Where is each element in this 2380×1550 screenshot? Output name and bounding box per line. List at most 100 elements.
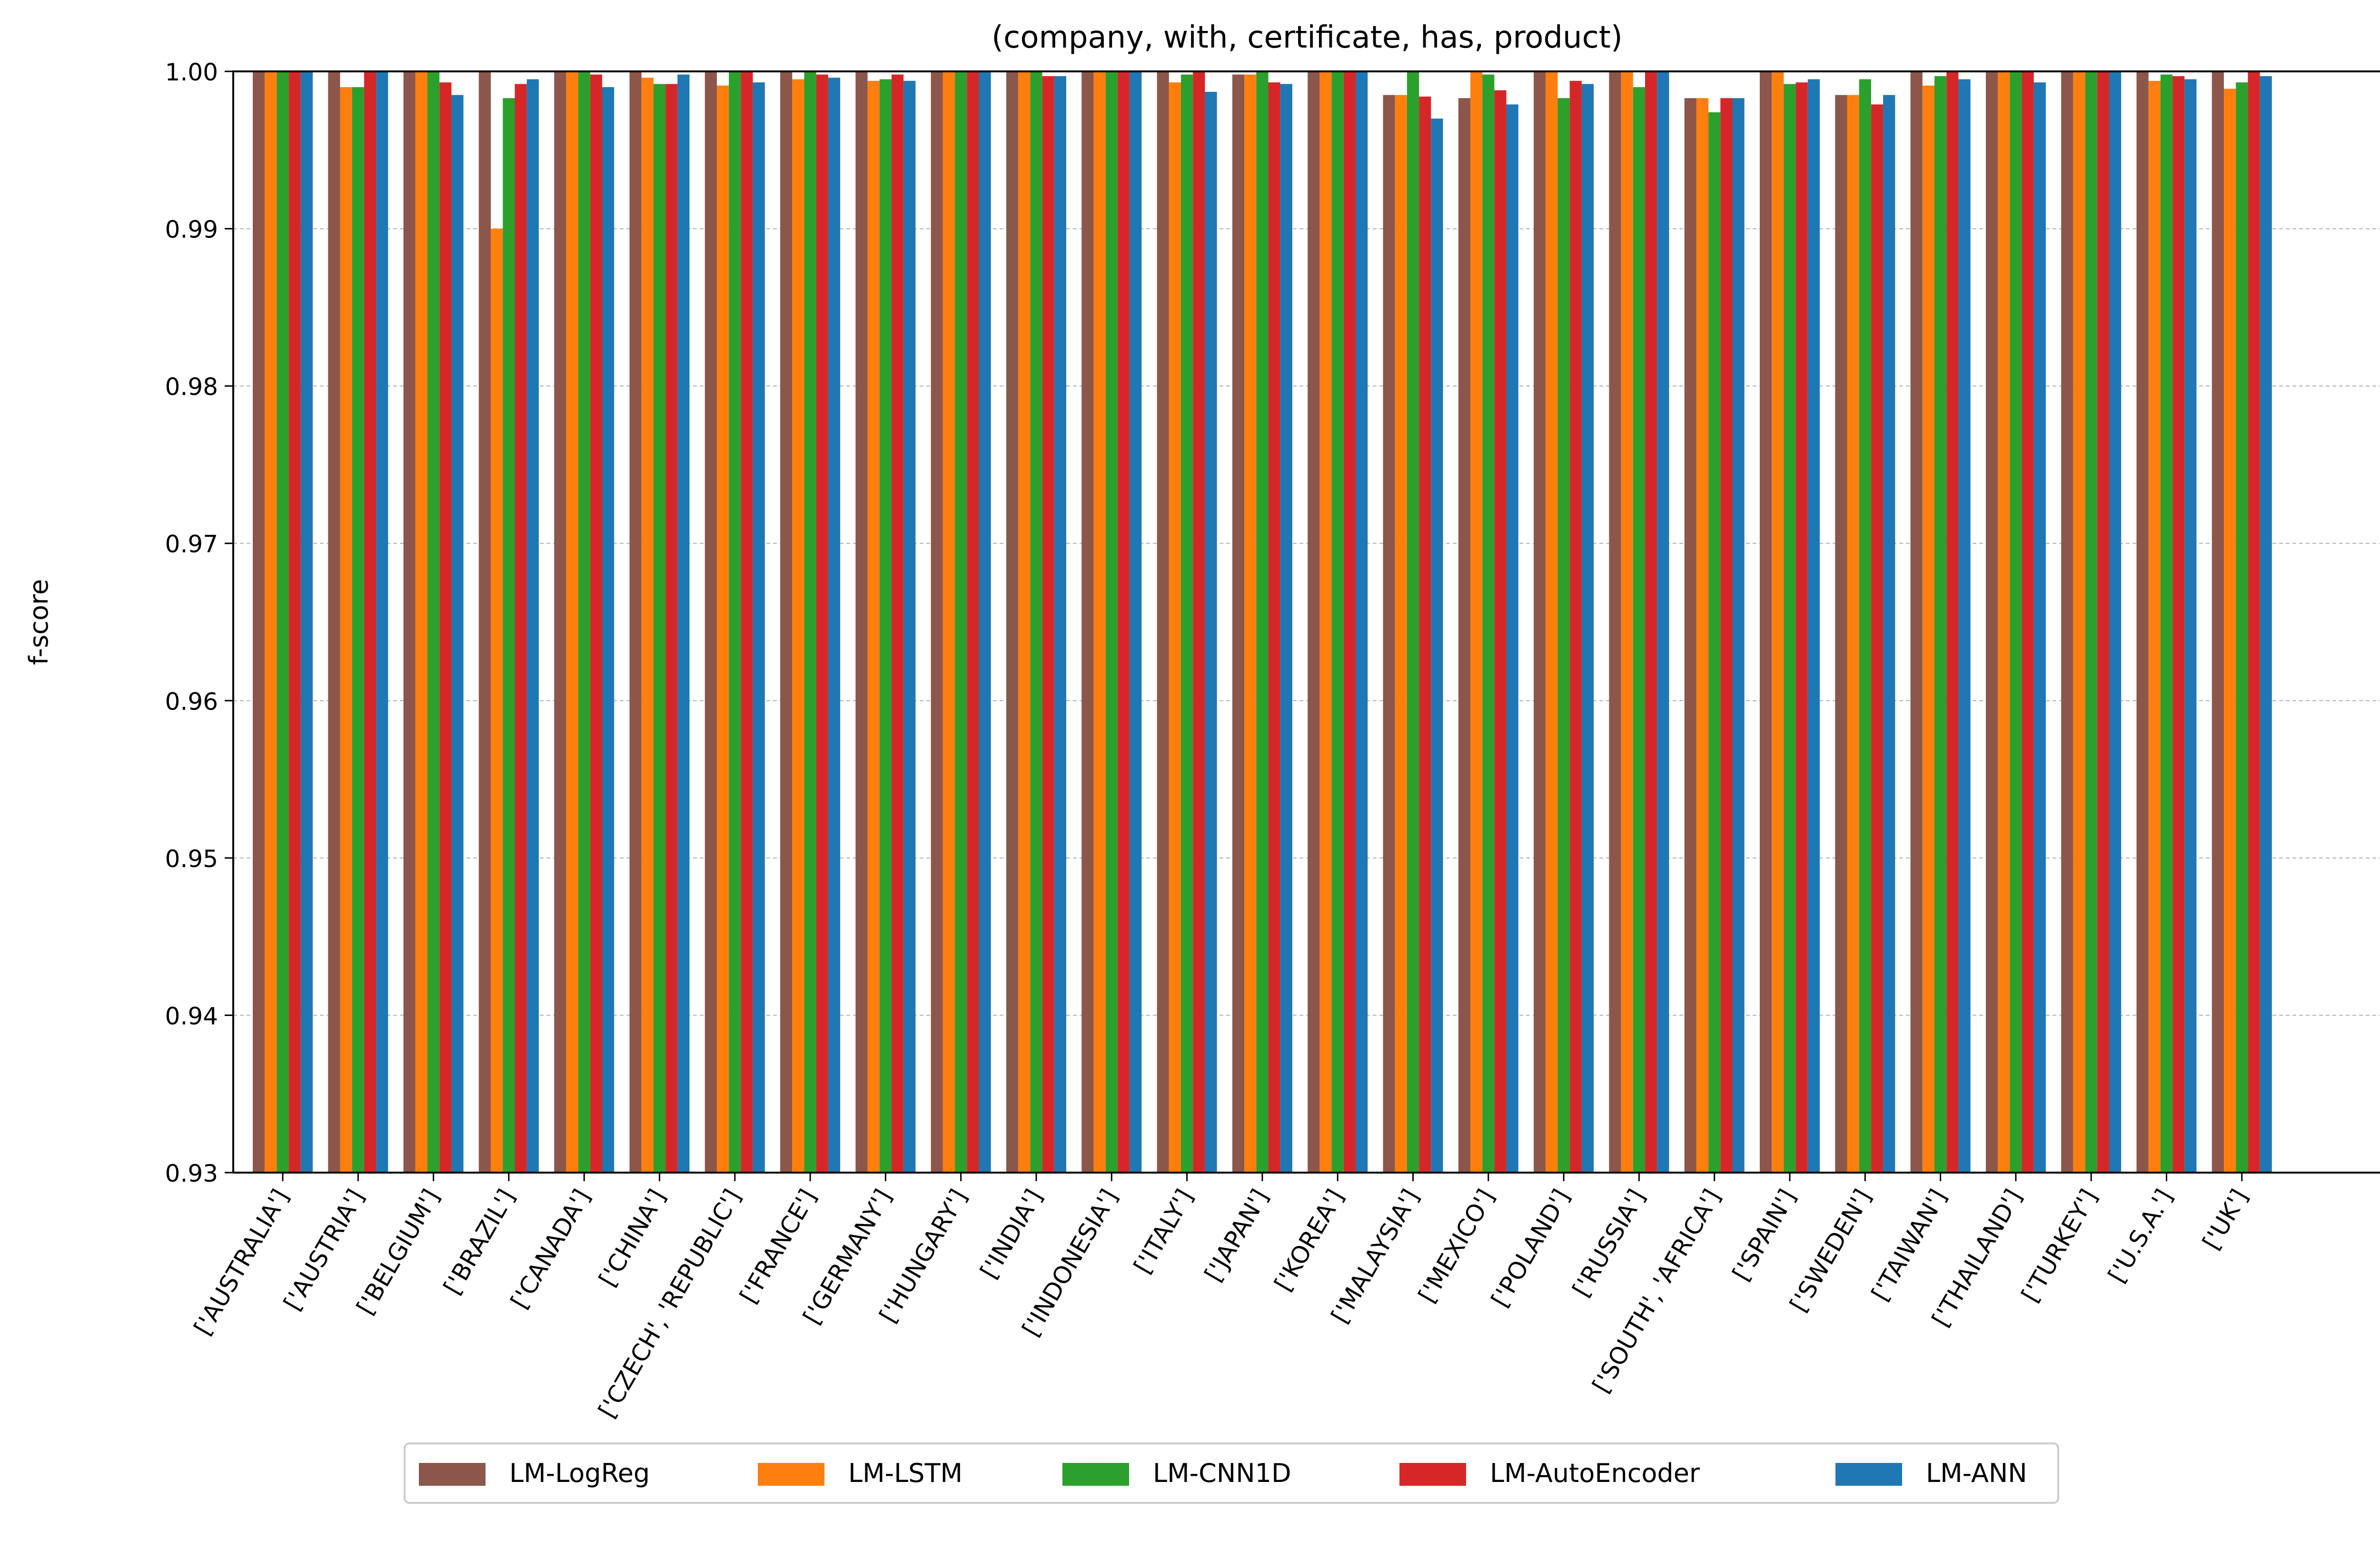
- bar: [1910, 71, 1923, 1173]
- bar: [1922, 85, 1934, 1173]
- bar: [503, 98, 515, 1173]
- bar: [1006, 71, 1019, 1173]
- bar: [804, 71, 816, 1173]
- y-axis: 0.93 0.94 0.95 0.96 0.97 0.98 0.99 1.00: [165, 59, 233, 1187]
- legend-label: LM-ANN: [1926, 1458, 2027, 1488]
- bar: [590, 74, 602, 1173]
- bar: [491, 228, 503, 1173]
- bar: [1795, 82, 1808, 1173]
- bar: [867, 80, 880, 1173]
- bar: [1998, 71, 2010, 1173]
- bar: [554, 71, 566, 1173]
- bar: [1958, 79, 1971, 1173]
- bar: [1859, 79, 1871, 1173]
- bar: [566, 71, 578, 1173]
- bar: [1018, 71, 1031, 1173]
- bar: [1093, 71, 1106, 1173]
- bar: [451, 95, 464, 1173]
- bar: [2061, 71, 2073, 1173]
- bar: [1395, 95, 1407, 1173]
- bar: [665, 84, 678, 1173]
- bar: [1732, 98, 1745, 1173]
- bar: [1383, 95, 1395, 1173]
- bar: [653, 84, 666, 1173]
- bar: [1244, 74, 1257, 1173]
- bar: [253, 71, 265, 1173]
- bar: [439, 82, 452, 1173]
- bar: [1356, 71, 1368, 1173]
- bar: [1934, 76, 1947, 1173]
- bar: [578, 71, 590, 1173]
- bar: [1569, 80, 1582, 1173]
- bar: [855, 71, 868, 1173]
- bar: [1708, 112, 1721, 1173]
- bar: [1946, 71, 1959, 1173]
- bar: [1181, 74, 1193, 1173]
- bar: [903, 80, 916, 1173]
- y-tick-label: 0.96: [165, 688, 218, 715]
- bar: [1256, 71, 1269, 1173]
- bar: [2260, 76, 2272, 1173]
- bar: [1645, 71, 1657, 1173]
- bar: [979, 71, 991, 1173]
- legend-swatch: [1399, 1463, 1466, 1486]
- bar: [1042, 76, 1054, 1173]
- bar: [515, 84, 527, 1173]
- bar: [478, 71, 491, 1173]
- bar: [1193, 71, 1205, 1173]
- bar: [717, 85, 729, 1173]
- y-tick-label: 0.97: [165, 531, 218, 558]
- bar: [2224, 89, 2236, 1173]
- bar: [1130, 71, 1142, 1173]
- bar: [729, 71, 741, 1173]
- bar: [931, 71, 943, 1173]
- bar: [1534, 71, 1546, 1173]
- bar: [1268, 82, 1280, 1173]
- bar: [1308, 71, 1320, 1173]
- y-tick-label: 1.00: [165, 59, 218, 86]
- bar: [1169, 82, 1181, 1173]
- legend-swatch: [1835, 1463, 1902, 1486]
- bar: [2033, 82, 2046, 1173]
- bar: [376, 71, 388, 1173]
- legend-box: [404, 1442, 2059, 1504]
- bar: [427, 71, 440, 1173]
- bar: [2236, 82, 2248, 1173]
- bar: [288, 71, 301, 1173]
- plot-frame: [232, 70, 2380, 1174]
- bar: [352, 87, 364, 1173]
- bar: [1784, 84, 1796, 1173]
- bar: [955, 71, 967, 1173]
- bar: [602, 87, 615, 1173]
- bar: [1760, 71, 1772, 1173]
- legend-label: LM-AutoEncoder: [1490, 1458, 1700, 1488]
- bar: [1407, 71, 1419, 1173]
- y-tick-label: 0.98: [165, 373, 218, 401]
- bar: [2211, 71, 2224, 1173]
- bar: [1343, 71, 1356, 1173]
- y-tick-label: 0.94: [165, 1002, 218, 1030]
- bar: [1157, 71, 1169, 1173]
- bar: [1657, 71, 1669, 1173]
- bar: [1431, 118, 1443, 1173]
- legend-label: LM-LogReg: [509, 1458, 650, 1488]
- y-tick-label: 0.99: [165, 216, 218, 244]
- bar: [1482, 74, 1495, 1173]
- bar: [1280, 84, 1292, 1173]
- y-tick-label: 0.95: [165, 845, 218, 873]
- bar: [1506, 104, 1518, 1173]
- bar: [2010, 71, 2022, 1173]
- bar: [1720, 98, 1733, 1173]
- bar: [1883, 95, 1895, 1173]
- bar: [704, 71, 717, 1173]
- chart-title: (company, with, certificate, has, produc…: [992, 20, 1623, 55]
- bar: [403, 71, 416, 1173]
- bar: [300, 71, 313, 1173]
- bar: [1633, 87, 1645, 1173]
- bar: [1871, 104, 1884, 1173]
- bar: [879, 79, 892, 1173]
- bar: [1470, 71, 1483, 1173]
- bar: [2136, 71, 2149, 1173]
